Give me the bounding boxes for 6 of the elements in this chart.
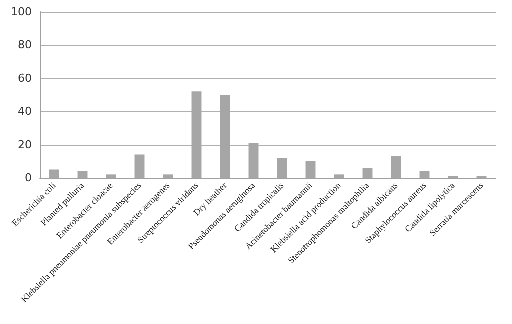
y-tick-label: 0 — [25, 172, 32, 184]
y-tick-label: 60 — [18, 72, 32, 85]
y-tick-label: 20 — [18, 138, 32, 152]
y-tick-label: 80 — [18, 38, 32, 52]
y-tick-label: 100 — [11, 6, 32, 18]
y-tick-label: 40 — [18, 105, 32, 118]
